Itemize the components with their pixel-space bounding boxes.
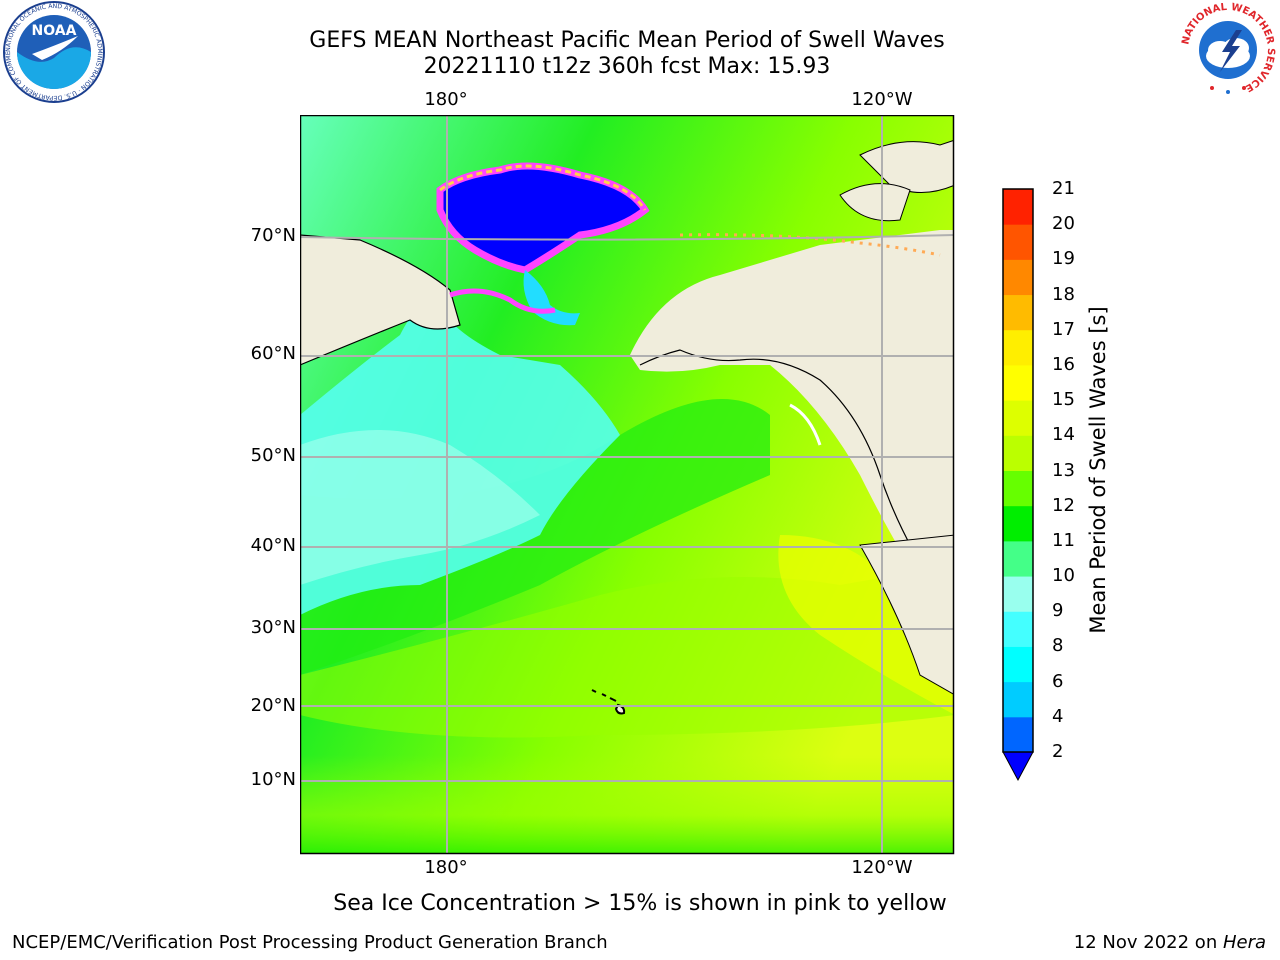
- colorbar-tick-label: 12: [1052, 494, 1075, 516]
- lon-label-top-120w: 120°W: [851, 89, 913, 110]
- field-band-12s: [300, 565, 954, 738]
- land-arctic-island-2: [839, 183, 911, 222]
- colorbar-segment: [1003, 470, 1033, 507]
- noaa-logo: NATIONAL OCEANIC AND ATMOSPHERIC ADMINIS…: [2, 0, 105, 103]
- colorbar-tick-label: 21: [1052, 178, 1075, 199]
- colorbar-segment: [1003, 400, 1033, 436]
- nws-logo: NATIONAL WEATHER SERVICE: [1180, 2, 1276, 98]
- lat-label-60n: 60°N: [250, 343, 296, 364]
- land-hawaii: [591, 689, 626, 715]
- coastal-strip: [789, 403, 822, 446]
- lat-label-50n: 50°N: [250, 445, 296, 466]
- colorbar-tick-label: 16: [1052, 353, 1075, 375]
- lat-label-20n: 20°N: [250, 695, 296, 716]
- colorbar-label: Mean Period of Swell Waves [s]: [1086, 306, 1110, 634]
- colorbar-tick-label: 20: [1052, 213, 1075, 235]
- field-band-south: [300, 755, 954, 854]
- sea-ice-note: Sea Ice Concentration > 15% is shown in …: [333, 891, 947, 916]
- chart-title: GEFS MEAN Northeast Pacific Mean Period …: [309, 28, 945, 53]
- lat-label-30n: 30°N: [250, 617, 296, 638]
- footer-host: Hera: [1222, 932, 1266, 953]
- colorbar-segment: [1003, 259, 1033, 296]
- colorbar-tick-label: 18: [1052, 283, 1075, 305]
- graticule: [300, 115, 954, 854]
- lat-label-40n: 40°N: [250, 535, 296, 556]
- colorbar: [1002, 188, 1034, 782]
- field-band-13s: [778, 535, 954, 715]
- lon-label-bottom-180: 180°: [424, 857, 468, 878]
- footer-date: 12 Nov 2022 on Hera: [1074, 932, 1266, 953]
- sea-ice-beaufort: [679, 233, 941, 257]
- footer-date-text: 12 Nov 2022 on: [1073, 932, 1223, 953]
- colorbar-segment: [1003, 576, 1033, 612]
- colorbar-tick-label: 8: [1052, 635, 1064, 657]
- colorbar-tick-label: 10: [1052, 565, 1075, 587]
- colorbar-under-triangle: [1002, 751, 1034, 782]
- colorbar-tick-label: 13: [1052, 459, 1075, 481]
- colorbar-segment: [1003, 646, 1033, 683]
- colorbar-tick-label: 19: [1052, 248, 1075, 270]
- colorbar-frame: [1002, 188, 1034, 753]
- colorbar-tick-label: 2: [1052, 741, 1064, 762]
- colorbar-tick-label: 9: [1052, 600, 1064, 622]
- sea-ice-norton: [449, 288, 556, 314]
- noaa-logo-text: NOAA: [32, 23, 77, 39]
- sea-ice-chukchi: [436, 162, 650, 274]
- colorbar-segment: [1003, 364, 1033, 401]
- footer-credit: NCEP/EMC/Verification Post Processing Pr…: [12, 932, 608, 953]
- colorbar-segment: [1003, 329, 1033, 366]
- colorbar-segment: [1003, 294, 1033, 331]
- lon-label-top-180: 180°: [424, 89, 468, 110]
- colorbar-segment: [1003, 189, 1033, 225]
- land-north-america: [630, 230, 954, 625]
- colorbar-segment: [1003, 505, 1033, 542]
- lat-label-70n: 70°N: [250, 225, 296, 246]
- colorbar-tick-label: 11: [1052, 529, 1075, 551]
- colorbar-segment: [1003, 224, 1033, 260]
- lon-label-bottom-120w: 120°W: [851, 857, 913, 878]
- lat-label-10n: 10°N: [250, 769, 296, 790]
- colorbar-tick-label: 14: [1052, 424, 1075, 446]
- colorbar-segment: [1003, 611, 1033, 647]
- map-frame: [300, 115, 955, 855]
- colorbar-segment: [1003, 435, 1033, 471]
- land-siberia: [300, 234, 461, 366]
- coastline-alaska: [639, 349, 954, 625]
- colorbar-tick-label: 6: [1052, 670, 1064, 692]
- colorbar-segments: [1003, 189, 1033, 753]
- colorbar-segment: [1003, 716, 1033, 753]
- colorbar-segment: [1003, 681, 1033, 718]
- colorbar-tick-label: 4: [1052, 705, 1064, 727]
- swell-period-map: [300, 115, 955, 855]
- colorbar-tick-label: 15: [1052, 389, 1075, 411]
- colorbar-segment: [1003, 540, 1033, 577]
- colorbar-tick-label: 17: [1052, 318, 1075, 340]
- chart-subtitle: 20221110 t12z 360h fcst Max: 15.93: [423, 54, 831, 79]
